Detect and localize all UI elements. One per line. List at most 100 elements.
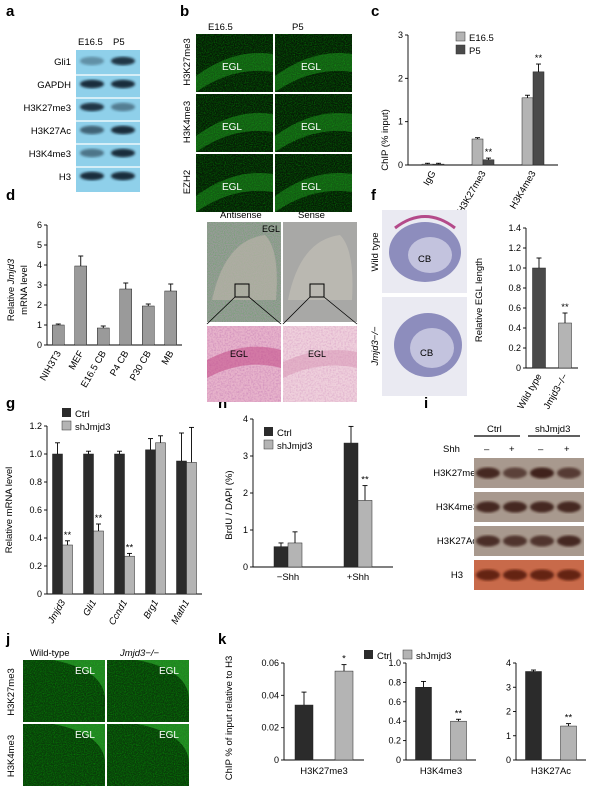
chart-g-legend-swatch-ctrl bbox=[62, 408, 71, 417]
panel-k-chip-charts: Ctrl shJmjd3 ChIP % of input relative to… bbox=[224, 649, 586, 780]
panel-h-brdu: BrdU / DAPI (%) Ctrl shJmjd3 0 1 2 3 4 −Shh +S… bbox=[224, 414, 393, 583]
chart-k-legend-sh: shJmjd3 bbox=[416, 651, 451, 662]
chart-d-bar-3-0 bbox=[119, 288, 132, 346]
chart-d-cat-1: MEF bbox=[67, 349, 87, 372]
chart-k-legend-swatch-sh bbox=[402, 649, 413, 660]
ish-e-col-sense: Sense bbox=[298, 210, 325, 221]
if-b-egl-2-0: EGL bbox=[222, 182, 242, 193]
if-b-row-label-0: H3K27me3 bbox=[182, 38, 193, 86]
chart-k2-ytick-label-3: 0.6 bbox=[388, 697, 401, 707]
chart-h-ytick-label-0: 0 bbox=[243, 562, 248, 572]
blot-i-row-label-0: H3K27me3 bbox=[433, 468, 481, 479]
blot-i-band-1-1 bbox=[503, 501, 527, 513]
chart-h-legend-swatch-sh bbox=[263, 439, 274, 450]
chart-k1-ytick-label-0: 0 bbox=[274, 755, 279, 765]
chart-g-sig-0: ** bbox=[64, 530, 72, 541]
chart-k1-bar-1-0 bbox=[334, 670, 354, 761]
chart-k-legend-swatch-ctrl bbox=[364, 650, 373, 659]
chart-f-ytick-label-7: 1.4 bbox=[508, 223, 521, 233]
chart-d-ytick-label-3: 3 bbox=[37, 280, 42, 290]
chart-k2-ytick-label-0: 0 bbox=[396, 755, 401, 765]
chart-g-cat-4: Math1 bbox=[169, 598, 192, 626]
chart-h-ytick-label-3: 3 bbox=[243, 451, 248, 461]
chart-k2-sig-0: ** bbox=[455, 708, 463, 719]
chart-f-ytick-label-4: 0.8 bbox=[508, 283, 521, 293]
chart-h-sig-0: ** bbox=[361, 475, 369, 486]
if-b-egl-2-1: EGL bbox=[301, 182, 321, 193]
chart-d-ytick-label-0: 0 bbox=[37, 340, 42, 350]
if-j-row-label-1: H3K4me3 bbox=[6, 735, 17, 777]
chart-c-ylabel: ChIP (% input) bbox=[380, 109, 391, 171]
panel-letter-h: h bbox=[218, 395, 227, 412]
blot-i-band-2-2 bbox=[530, 535, 554, 547]
blot-i-shh-2: + bbox=[509, 444, 515, 455]
panel-a-western-blot: E16.5 P5 Gli1 GAPDH H3K27me3 H3K27Ac H3K4me3… bbox=[23, 37, 140, 192]
chart-k3-ytick-label-4: 4 bbox=[506, 658, 511, 668]
panel-letter-d: d bbox=[6, 187, 15, 204]
chart-f-cat-0: Wild type bbox=[516, 372, 545, 411]
blot-i-band-0-3 bbox=[557, 467, 581, 479]
blot-a-band-4-0 bbox=[80, 148, 104, 158]
chart-f-sig-0: ** bbox=[561, 302, 569, 313]
chart-c-bar-2-1 bbox=[532, 71, 545, 166]
chart-h-ylabel: BrdU / DAPI (%) bbox=[224, 470, 235, 539]
chart-d-cat-4: P30 CB bbox=[128, 349, 154, 383]
chart-c-cat-1: H3K27me3 bbox=[455, 169, 488, 216]
chart-d-ytick-label-2: 2 bbox=[37, 300, 42, 310]
chart-k3-ytick-label-0: 0 bbox=[506, 755, 511, 765]
panel-letter-k: k bbox=[218, 631, 227, 648]
chart-c-legend-swatch-e165 bbox=[455, 31, 466, 42]
histo-f-cb-ko: CB bbox=[420, 348, 433, 359]
blot-i-band-3-1 bbox=[503, 569, 527, 581]
blot-a-band-3-0 bbox=[80, 125, 104, 135]
chart-c-cat-0: IgG bbox=[421, 169, 438, 188]
chart-f-ytick-label-5: 1.0 bbox=[508, 263, 521, 273]
histo-f-row-wt: Wild type bbox=[370, 232, 381, 271]
chart-k3-ytick-label-3: 3 bbox=[506, 682, 511, 692]
blot-a-band-2-1 bbox=[111, 102, 135, 112]
blot-i-band-2-3 bbox=[557, 535, 581, 547]
blot-i-shh-1: – bbox=[484, 444, 490, 455]
chart-f-ytick-label-2: 0.4 bbox=[508, 323, 521, 333]
if-j-row-label-0: H3K27me3 bbox=[6, 668, 17, 716]
chart-h-legend-swatch-ctrl bbox=[264, 427, 273, 436]
blot-i-row-label-1: H3K4me3 bbox=[436, 502, 478, 513]
chart-h-cat-1: +Shh bbox=[347, 572, 369, 583]
chart-c-ytick-label-2: 2 bbox=[398, 73, 403, 83]
chart-g-bar-4-1 bbox=[186, 462, 197, 595]
chart-g-ytick-label-2: 0.4 bbox=[29, 533, 42, 543]
chart-d-cat-3: P4 CB bbox=[108, 349, 131, 378]
blot-a-band-5-1 bbox=[111, 171, 135, 181]
if-j-egl-0-1: EGL bbox=[159, 666, 179, 677]
chart-k3-sig-0: ** bbox=[565, 713, 573, 724]
chart-d-ytick-label-4: 4 bbox=[37, 260, 42, 270]
chart-c-bar-1-0 bbox=[471, 138, 484, 166]
chart-d-bar-1-0 bbox=[74, 265, 87, 346]
chart-g-bar-1-1 bbox=[93, 530, 104, 595]
chart-k3-ytick-label-1: 1 bbox=[506, 731, 511, 741]
histo-f-cb-wt: CB bbox=[418, 254, 431, 265]
chart-d-ytick-label-6: 6 bbox=[37, 220, 42, 230]
blot-i-band-1-2 bbox=[530, 501, 554, 513]
chart-c-legend-p5: P5 bbox=[469, 46, 481, 57]
chart-c-bar-0-0 bbox=[421, 163, 434, 166]
blot-i-group-sh: shJmjd3 bbox=[535, 424, 570, 435]
blot-i-band-0-2 bbox=[530, 467, 554, 479]
blot-a-band-4-1 bbox=[111, 148, 135, 158]
chart-g-ytick-label-6: 1.2 bbox=[29, 421, 42, 431]
chart-f-bar-1-0 bbox=[558, 322, 572, 369]
blot-i-band-3-2 bbox=[530, 569, 554, 581]
panel-letter-i: i bbox=[424, 395, 428, 412]
panel-f-histology: CB CB Wild type Jmjd3−/− Relative EGL le… bbox=[370, 210, 578, 411]
chart-d-ylabel-line2: mRNA level bbox=[19, 265, 30, 315]
chart-d-cat-0: NIH3T3 bbox=[38, 349, 64, 383]
chart-k2-ytick-label-5: 1.0 bbox=[388, 658, 401, 668]
chart-h-bar-1-1 bbox=[357, 500, 373, 568]
chart-h-legend-sh: shJmjd3 bbox=[277, 441, 312, 452]
chart-h-bar-1-0 bbox=[343, 442, 359, 568]
blot-a-band-0-0 bbox=[80, 56, 104, 66]
panel-g-qpcr: Relative mRNA level Ctrl shJmjd3 0 0.2 0.4… bbox=[4, 408, 202, 627]
blot-a-col-p5: P5 bbox=[113, 37, 125, 48]
chart-g-ytick-label-1: 0.2 bbox=[29, 561, 42, 571]
blot-i-band-3-0 bbox=[476, 569, 500, 581]
